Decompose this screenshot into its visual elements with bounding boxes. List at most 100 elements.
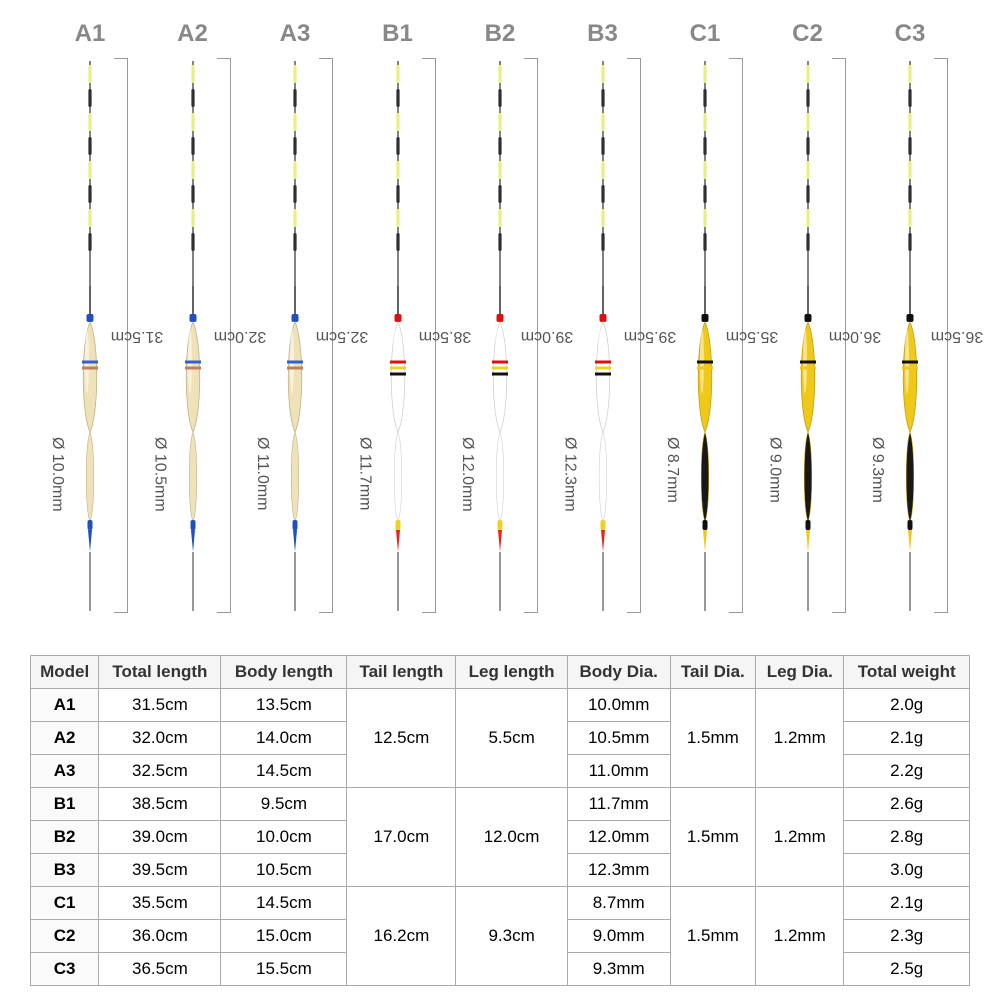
float-graphic: 39.0cmØ 12.0mm bbox=[450, 56, 550, 616]
float-column-b2: B2 39.0cmØ 12.0mm bbox=[450, 20, 550, 640]
table-cell: 2.1g bbox=[844, 722, 970, 755]
table-cell: 32.0cm bbox=[99, 722, 221, 755]
spec-table: ModelTotal lengthBody lengthTail lengthL… bbox=[30, 655, 970, 986]
float-column-b1: B1 38.5cmØ 11.7mm bbox=[348, 20, 448, 640]
table-cell: 15.5cm bbox=[221, 953, 347, 986]
table-header: Total length bbox=[99, 656, 221, 689]
table-cell: C1 bbox=[31, 887, 99, 920]
table-cell: 2.3g bbox=[844, 920, 970, 953]
table-cell: 14.0cm bbox=[221, 722, 347, 755]
table-cell: 9.5cm bbox=[221, 788, 347, 821]
float-column-a2: A2 32.0cmØ 10.5mm bbox=[143, 20, 243, 640]
float-label: B2 bbox=[485, 20, 516, 48]
table-cell: 1.5mm bbox=[670, 887, 756, 986]
table-cell: 10.5mm bbox=[567, 722, 670, 755]
float-label: C2 bbox=[792, 20, 823, 48]
table-row: C135.5cm14.5cm16.2cm9.3cm8.7mm1.5mm1.2mm… bbox=[31, 887, 970, 920]
float-label: A3 bbox=[280, 20, 311, 48]
table-cell: 2.5g bbox=[844, 953, 970, 986]
table-cell: 2.2g bbox=[844, 755, 970, 788]
diameter-label: Ø 12.3mm bbox=[561, 437, 579, 512]
table-cell: 14.5cm bbox=[221, 755, 347, 788]
float-column-c3: C3 36.5cmØ 9.3mm bbox=[860, 20, 960, 640]
table-cell: A3 bbox=[31, 755, 99, 788]
table-cell: 12.0cm bbox=[456, 788, 568, 887]
float-label: A2 bbox=[177, 20, 208, 48]
diameter-label: Ø 10.5mm bbox=[151, 437, 169, 512]
diameter-label: Ø 11.7mm bbox=[356, 437, 374, 511]
table-cell: 15.0cm bbox=[221, 920, 347, 953]
table-cell: 9.3cm bbox=[456, 887, 568, 986]
table-cell: 12.0mm bbox=[567, 821, 670, 854]
table-cell: 36.5cm bbox=[99, 953, 221, 986]
table-cell: 1.2mm bbox=[756, 788, 844, 887]
table-cell: 9.0mm bbox=[567, 920, 670, 953]
table-cell: 2.6g bbox=[844, 788, 970, 821]
float-label: C3 bbox=[895, 20, 926, 48]
table-header: Tail length bbox=[347, 656, 456, 689]
table-cell: 2.1g bbox=[844, 887, 970, 920]
table-cell: 13.5cm bbox=[221, 689, 347, 722]
table-cell: C3 bbox=[31, 953, 99, 986]
table-cell: 10.5cm bbox=[221, 854, 347, 887]
float-graphic: 32.0cmØ 10.5mm bbox=[143, 56, 243, 616]
table-cell: 39.0cm bbox=[99, 821, 221, 854]
diameter-label: Ø 8.7mm bbox=[663, 437, 681, 503]
table-cell: B2 bbox=[31, 821, 99, 854]
table-cell: A1 bbox=[31, 689, 99, 722]
float-graphic: 32.5cmØ 11.0mm bbox=[245, 56, 345, 616]
float-graphic: 38.5cmØ 11.7mm bbox=[348, 56, 448, 616]
table-cell: 12.3mm bbox=[567, 854, 670, 887]
diameter-label: Ø 10.0mm bbox=[48, 437, 66, 512]
table-cell: 12.5cm bbox=[347, 689, 456, 788]
table-header: Body Dia. bbox=[567, 656, 670, 689]
table-row: A131.5cm13.5cm12.5cm5.5cm10.0mm1.5mm1.2m… bbox=[31, 689, 970, 722]
table-cell: 31.5cm bbox=[99, 689, 221, 722]
table-cell: A2 bbox=[31, 722, 99, 755]
table-cell: 17.0cm bbox=[347, 788, 456, 887]
table-row: B138.5cm9.5cm17.0cm12.0cm11.7mm1.5mm1.2m… bbox=[31, 788, 970, 821]
table-cell: 9.3mm bbox=[567, 953, 670, 986]
table-cell: 38.5cm bbox=[99, 788, 221, 821]
diameter-label: Ø 9.3mm bbox=[868, 437, 886, 503]
table-cell: 8.7mm bbox=[567, 887, 670, 920]
table-header: Leg length bbox=[456, 656, 568, 689]
float-graphic: 39.5cmØ 12.3mm bbox=[553, 56, 653, 616]
table-cell: 1.5mm bbox=[670, 788, 756, 887]
table-cell: 16.2cm bbox=[347, 887, 456, 986]
table-cell: 11.7mm bbox=[567, 788, 670, 821]
diameter-label: Ø 11.0mm bbox=[253, 437, 271, 511]
table-cell: 3.0g bbox=[844, 854, 970, 887]
float-label: C1 bbox=[690, 20, 721, 48]
table-cell: 10.0mm bbox=[567, 689, 670, 722]
float-column-c1: C1 35.5cmØ 8.7mm bbox=[655, 20, 755, 640]
table-cell: 14.5cm bbox=[221, 887, 347, 920]
float-graphic: 35.5cmØ 8.7mm bbox=[655, 56, 755, 616]
float-graphic: 36.0cmØ 9.0mm bbox=[758, 56, 858, 616]
table-cell: B1 bbox=[31, 788, 99, 821]
table-cell: 35.5cm bbox=[99, 887, 221, 920]
float-column-b3: B339.5cmØ 12.3mm bbox=[553, 20, 653, 640]
float-column-a3: A3 32.5cmØ 11.0mm bbox=[245, 20, 345, 640]
table-cell: B3 bbox=[31, 854, 99, 887]
table-cell: 10.0cm bbox=[221, 821, 347, 854]
table-header: Tail Dia. bbox=[670, 656, 756, 689]
float-label: A1 bbox=[75, 20, 106, 48]
float-label: B1 bbox=[382, 20, 413, 48]
table-header: Body length bbox=[221, 656, 347, 689]
table-header: Leg Dia. bbox=[756, 656, 844, 689]
table-header: Total weight bbox=[844, 656, 970, 689]
diameter-label: Ø 12.0mm bbox=[458, 437, 476, 512]
table-cell: 5.5cm bbox=[456, 689, 568, 788]
table-cell: 36.0cm bbox=[99, 920, 221, 953]
table-cell: 2.8g bbox=[844, 821, 970, 854]
table-header: Model bbox=[31, 656, 99, 689]
table-cell: 1.5mm bbox=[670, 689, 756, 788]
float-column-a1: A131.5cmØ 10.0mm bbox=[40, 20, 140, 640]
table-cell: 11.0mm bbox=[567, 755, 670, 788]
table-cell: 1.2mm bbox=[756, 887, 844, 986]
length-label: 36.5cm bbox=[931, 327, 983, 345]
float-illustration-row: A131.5cmØ 10.0mm A2 32.0cmØ 10.5mm A3 32.5cm… bbox=[30, 20, 970, 640]
table-cell: 2.0g bbox=[844, 689, 970, 722]
float-graphic: 36.5cmØ 9.3mm bbox=[860, 56, 960, 616]
